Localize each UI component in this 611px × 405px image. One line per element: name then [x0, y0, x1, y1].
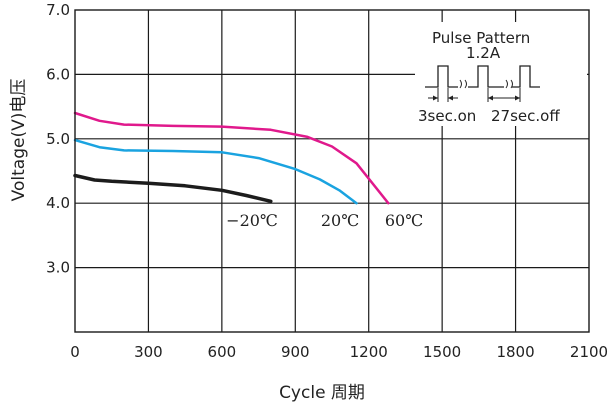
x-tick-label: 600 — [208, 343, 237, 361]
x-tick-label: 0 — [70, 343, 80, 361]
x-tick-label: 2100 — [570, 343, 608, 361]
pulse-wave-right — [512, 65, 540, 88]
off-duration-label: 27sec.off — [491, 107, 560, 125]
on-duration-label: 3sec.on — [418, 107, 476, 125]
break-mark-right — [505, 79, 513, 89]
plot-frame — [74, 9, 590, 333]
y-tick-labels: 3.0 4.0 5.0 6.0 7.0 — [46, 1, 70, 277]
series-label: 20℃ — [321, 211, 359, 230]
y-tick-label: 4.0 — [46, 194, 70, 212]
off-arrowhead-right — [515, 95, 520, 101]
series-line — [73, 173, 273, 204]
series-label: −20℃ — [226, 211, 278, 230]
off-arrowhead-left — [488, 95, 493, 101]
on-arrowhead-right — [448, 95, 453, 101]
pulse-pattern-inset: Pulse Pattern 1.2A 3sec.on 27sec.off — [415, 22, 587, 126]
series-lines — [73, 111, 390, 205]
y-tick-label: 5.0 — [46, 130, 70, 148]
series-line — [73, 111, 390, 205]
x-tick-labels: 0 300 600 900 1200 1500 1800 2100 — [70, 343, 608, 361]
inset-background — [415, 22, 587, 126]
pulse-wave-middle — [468, 65, 504, 88]
on-arrowhead-left — [433, 95, 438, 101]
x-tick-label: 300 — [134, 343, 163, 361]
pulse-pattern-title: Pulse Pattern — [432, 29, 530, 47]
y-tick-label: 3.0 — [46, 259, 70, 277]
y-tick-label: 6.0 — [46, 65, 70, 83]
pulse-wave-left — [425, 65, 458, 88]
y-axis-title: Voltage(V)电压 — [9, 79, 29, 202]
x-tick-label: 900 — [281, 343, 310, 361]
x-tick-label: 1200 — [350, 343, 388, 361]
series-labels: 60℃ 20℃ −20℃ — [226, 211, 423, 230]
series-line — [73, 138, 358, 205]
x-axis-title: Cycle 周期 — [279, 383, 365, 403]
break-mark-left — [459, 79, 467, 89]
series-label: 60℃ — [385, 211, 423, 230]
x-tick-label: 1800 — [496, 343, 534, 361]
x-tick-label: 1500 — [423, 343, 461, 361]
pulse-current-label: 1.2A — [466, 44, 501, 62]
y-tick-label: 7.0 — [46, 1, 70, 19]
